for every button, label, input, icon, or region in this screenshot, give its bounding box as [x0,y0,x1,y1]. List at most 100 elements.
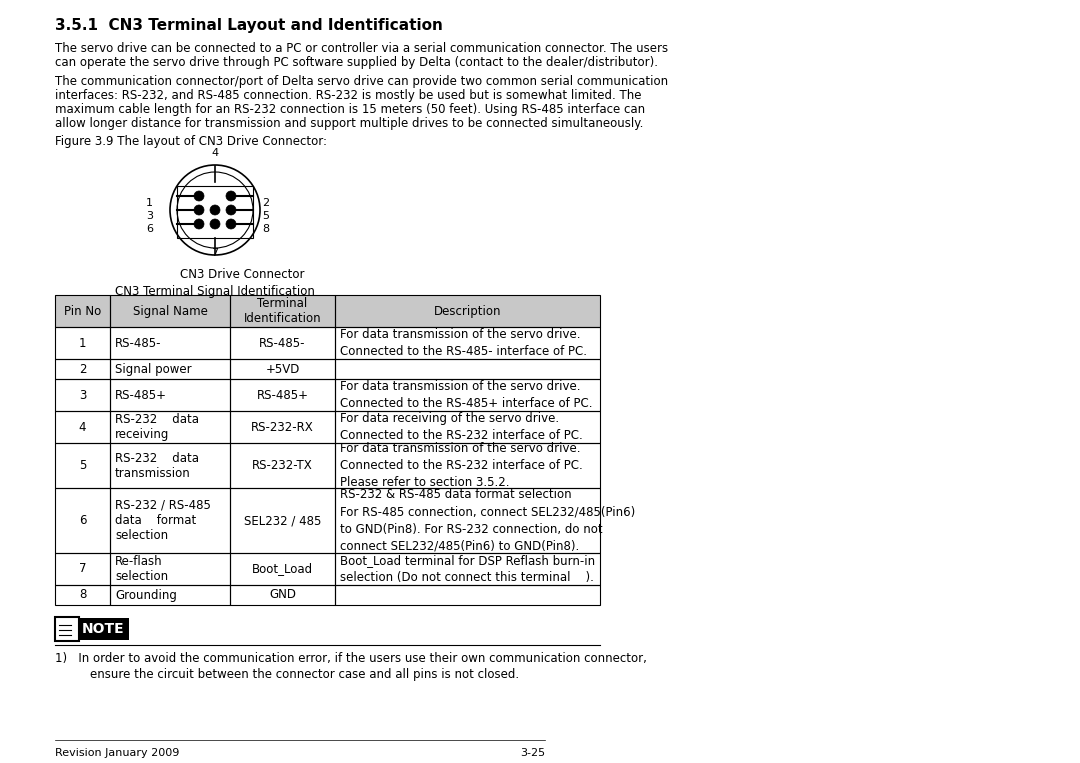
Bar [230,295,335,327]
Bar [230,488,335,553]
Bar [110,553,230,585]
Bar [110,585,230,605]
Bar [335,327,600,359]
Bar [55,488,110,553]
Text: 2: 2 [79,362,86,375]
Text: 8: 8 [79,588,86,601]
Text: Signal Name: Signal Name [133,304,207,317]
Bar [230,379,335,411]
Bar [55,327,110,359]
Bar [110,411,230,443]
Circle shape [194,191,204,201]
Text: 4: 4 [79,420,86,433]
Bar [55,295,110,327]
Bar [110,443,230,488]
Text: RS-232    data
transmission: RS-232 data transmission [114,452,199,479]
Text: SEL232 / 485: SEL232 / 485 [244,514,321,527]
Bar [55,617,79,641]
Text: Signal power: Signal power [114,362,191,375]
Circle shape [194,219,204,229]
Text: RS-485+: RS-485+ [114,388,167,401]
Text: For data transmission of the servo drive.
Connected to the RS-485+ interface of : For data transmission of the servo drive… [340,380,593,410]
Text: 5: 5 [262,211,269,221]
Text: 5: 5 [79,459,86,472]
Circle shape [226,191,237,201]
Text: 6: 6 [79,514,86,527]
Text: Terminal
Identification: Terminal Identification [244,297,322,325]
Text: The servo drive can be connected to a PC or controller via a serial communicatio: The servo drive can be connected to a PC… [55,42,669,55]
Bar [230,585,335,605]
Bar [335,553,600,585]
Circle shape [210,219,220,229]
Text: RS-232-TX: RS-232-TX [252,459,313,472]
Text: 7: 7 [79,562,86,575]
Bar [110,327,230,359]
Bar [177,186,253,238]
Text: Figure 3.9 The layout of CN3 Drive Connector:: Figure 3.9 The layout of CN3 Drive Conne… [55,135,327,148]
Text: For data receiving of the servo drive.
Connected to the RS-232 interface of PC.: For data receiving of the servo drive. C… [340,412,583,442]
Text: 6: 6 [146,224,153,234]
Text: RS-485+: RS-485+ [257,388,309,401]
Bar [335,295,600,327]
Text: Boot_Load: Boot_Load [252,562,313,575]
Text: RS-485-: RS-485- [259,336,306,349]
Text: CN3 Terminal Signal Identification: CN3 Terminal Signal Identification [116,285,315,298]
Text: interfaces: RS-232, and RS-485 connection. RS-232 is mostly be used but is somew: interfaces: RS-232, and RS-485 connectio… [55,89,642,102]
Bar [335,411,600,443]
Bar [230,295,335,327]
Text: Grounding: Grounding [114,588,177,601]
Circle shape [226,205,237,215]
Text: 1: 1 [79,336,86,349]
Bar [110,359,230,379]
Text: GND: GND [269,588,296,601]
Bar [110,295,230,327]
Bar [55,359,110,379]
Bar [335,379,600,411]
Text: 3.5.1  CN3 Terminal Layout and Identification: 3.5.1 CN3 Terminal Layout and Identifica… [55,18,443,33]
Bar [110,488,230,553]
Text: allow longer distance for transmission and support multiple drives to be connect: allow longer distance for transmission a… [55,117,644,130]
Text: Pin No: Pin No [64,304,102,317]
Text: maximum cable length for an RS-232 connection is 15 meters (50 feet). Using RS-4: maximum cable length for an RS-232 conne… [55,103,645,116]
Bar [335,295,600,327]
Bar [335,585,600,605]
Bar [230,443,335,488]
Text: 7: 7 [212,248,218,258]
Text: RS-232 & RS-485 data format selection
For RS-485 connection, connect SEL232/485(: RS-232 & RS-485 data format selection Fo… [340,488,635,552]
Bar [55,379,110,411]
Text: CN3 Drive Connector: CN3 Drive Connector [180,268,305,281]
Text: Description: Description [434,304,501,317]
Text: For data transmission of the servo drive.
Connected to the RS-485- interface of : For data transmission of the servo drive… [340,328,588,358]
Text: 3: 3 [146,211,153,221]
Text: Boot_Load terminal for DSP Reflash burn-in
selection (Do not connect this termin: Boot_Load terminal for DSP Reflash burn-… [340,554,595,584]
Text: 3-25: 3-25 [519,748,545,758]
Text: RS-232-RX: RS-232-RX [252,420,314,433]
Text: 3: 3 [79,388,86,401]
Text: +5VD: +5VD [266,362,299,375]
Text: can operate the servo drive through PC software supplied by Delta (contact to th: can operate the servo drive through PC s… [55,56,658,69]
Text: 1)   In order to avoid the communication error, if the users use their own commu: 1) In order to avoid the communication e… [55,652,647,665]
Bar [335,359,600,379]
Bar [55,295,110,327]
Bar [55,443,110,488]
Bar [110,295,230,327]
Bar [230,327,335,359]
Bar [335,488,600,553]
Text: 8: 8 [262,224,269,234]
Text: ensure the circuit between the connector case and all pins is not closed.: ensure the circuit between the connector… [90,668,519,681]
Text: RS-232    data
receiving: RS-232 data receiving [114,413,199,441]
Bar [335,443,600,488]
Text: Re-flash
selection: Re-flash selection [114,555,168,583]
Bar [230,359,335,379]
Bar [110,379,230,411]
Text: RS-232 / RS-485
data    format
selection: RS-232 / RS-485 data format selection [114,499,211,542]
Bar [55,411,110,443]
Text: 4: 4 [212,148,218,158]
Circle shape [226,219,237,229]
Text: 1: 1 [146,198,153,208]
Text: The communication connector/port of Delta servo drive can provide two common ser: The communication connector/port of Delt… [55,75,669,88]
Bar [55,585,110,605]
Circle shape [194,205,204,215]
Text: For data transmission of the servo drive.
Connected to the RS-232 interface of P: For data transmission of the servo drive… [340,442,583,489]
Bar [230,411,335,443]
